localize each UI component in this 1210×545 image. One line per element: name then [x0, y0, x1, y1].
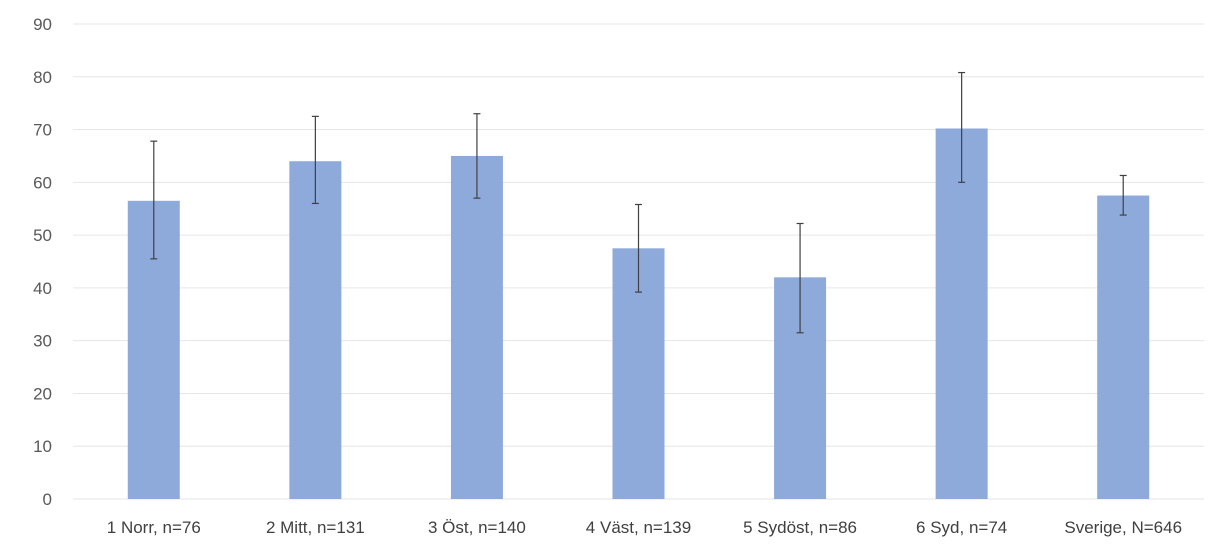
x-category-label: 3 Öst, n=140 [428, 518, 526, 537]
x-category-label: 4 Väst, n=139 [586, 518, 691, 537]
y-tick-label: 80 [33, 68, 52, 87]
y-tick-label: 90 [33, 15, 52, 34]
x-category-label: 1 Norr, n=76 [107, 518, 201, 537]
bar-3 [450, 155, 503, 499]
x-category-label: 5 Sydöst, n=86 [743, 518, 857, 537]
bar-2 [289, 161, 342, 499]
bar-7 [1097, 195, 1150, 499]
y-tick-label: 0 [43, 490, 52, 509]
y-axis-tick-labels: 0 10 20 30 40 50 60 70 80 90 [33, 15, 52, 509]
x-category-label: 6 Syd, n=74 [916, 518, 1007, 537]
x-axis-category-labels: 1 Norr, n=76 2 Mitt, n=131 3 Öst, n=140 4 V… [107, 518, 1182, 537]
y-tick-label: 70 [33, 121, 52, 140]
bars [127, 128, 1150, 500]
x-category-label: Sverige, N=646 [1064, 518, 1182, 537]
y-tick-label: 10 [33, 437, 52, 456]
y-tick-label: 50 [33, 226, 52, 245]
y-tick-label: 20 [33, 384, 52, 403]
bar-6 [935, 128, 988, 499]
y-tick-label: 40 [33, 279, 52, 298]
x-category-label: 2 Mitt, n=131 [266, 518, 365, 537]
error-bars [150, 71, 1127, 334]
y-tick-label: 30 [33, 332, 52, 351]
y-tick-label: 60 [33, 173, 52, 192]
